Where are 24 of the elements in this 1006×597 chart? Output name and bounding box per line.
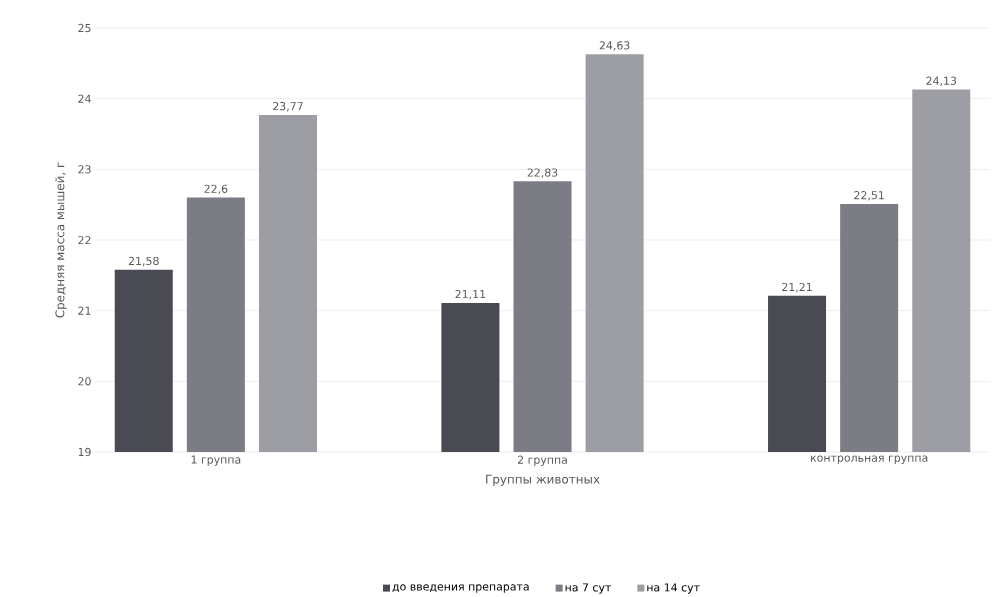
- data-label: 21,58: [128, 256, 159, 267]
- data-label: 22,83: [527, 168, 558, 178]
- x-axis-title: Группы животных: [486, 474, 600, 487]
- data-label: 21,11: [455, 290, 486, 300]
- y-tick-label: 25: [78, 23, 91, 33]
- data-label: 22,6: [204, 184, 228, 195]
- data-label: 24,13: [926, 76, 957, 87]
- legend-label: на 14 сут: [647, 583, 700, 594]
- y-tick-label: 24: [78, 94, 91, 103]
- legend-label: на 7 сут: [565, 583, 612, 594]
- data-label: 24,63: [599, 41, 630, 51]
- y-axis-title: Средняя масса мышей, г: [55, 162, 67, 318]
- x-tick-label: контрольная группа: [811, 455, 928, 465]
- x-tick-label: 2 группа: [517, 455, 567, 467]
- data-label: 23,77: [273, 102, 303, 112]
- y-tick-label: 20: [78, 377, 91, 386]
- y-tick-label: 23: [78, 165, 91, 174]
- legend-label: до введения препарата: [392, 584, 529, 593]
- y-tick-label: 21: [78, 306, 91, 315]
- data-label: 21,21: [782, 282, 812, 293]
- y-tick-label: 22: [78, 236, 91, 245]
- data-label: 22,51: [854, 191, 884, 201]
- x-tick-label: 1 группа: [191, 455, 241, 466]
- y-tick-label: 19: [78, 447, 91, 457]
